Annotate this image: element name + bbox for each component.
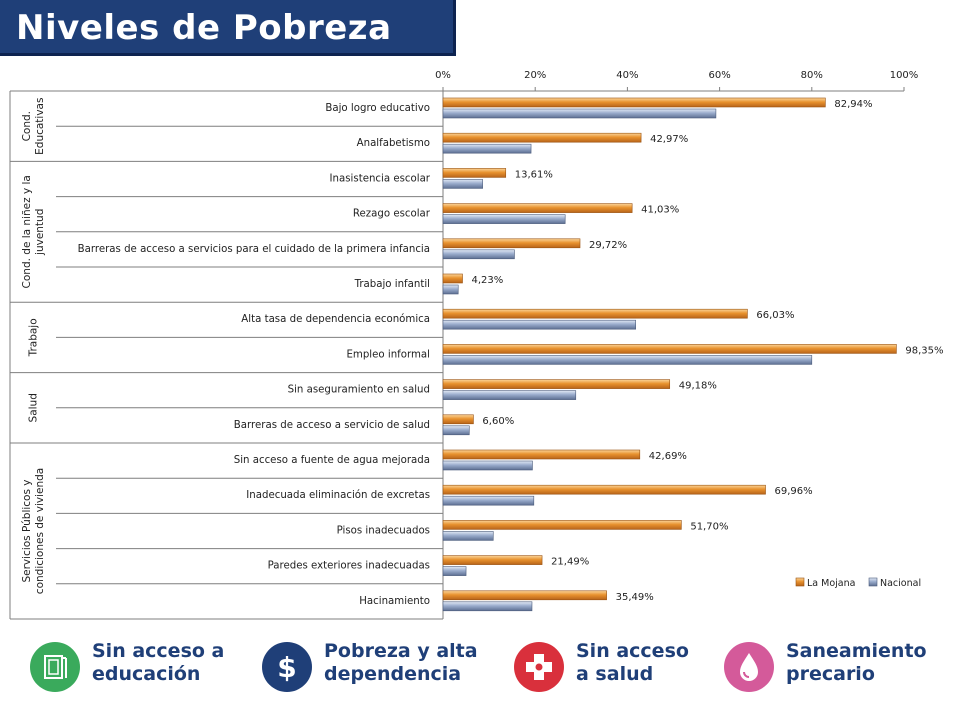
bar-nacional [442,319,636,330]
category-label: Barreras de acceso a servicio de salud [234,420,430,431]
data-label: 21,49% [551,557,589,568]
x-tick-label: 80% [801,70,823,81]
category-label: Trabajo infantil [354,279,430,290]
title-banner: Niveles de Pobreza [0,0,456,56]
footer-label-poverty: Pobreza y alta dependencia [324,640,478,685]
category-label: Inadecuada eliminación de excretas [246,489,430,501]
book-icon [30,642,80,692]
data-label: 82,94% [834,99,872,110]
svg-text:$: $ [277,651,296,684]
bar-nacional [442,355,813,365]
footer-label-sanitation: Saneamiento precario [786,640,927,685]
data-label: 98,35% [905,345,943,356]
data-label: 49,18% [679,381,717,392]
legend-label-la-mojana: La Mojana [807,578,855,589]
bar-nacional [442,425,470,436]
category-label: Rezago escolar [353,209,431,220]
category-label: Sin acceso a fuente de agua mejorada [234,455,430,466]
bar-la-mojana [442,414,474,425]
data-label: 41,03% [641,205,679,216]
bar-la-mojana [442,520,682,530]
bar-nacional [442,214,566,224]
poverty-bar-chart: 0% 20% 40% 60% 80% 100% Cond.Educativas Cond. d… [9,70,944,620]
dollar-icon: $ [262,642,312,692]
data-label: 51,70% [690,521,728,532]
footer-health: Sin acceso a salud [514,640,714,700]
bar-la-mojana [442,308,748,319]
data-label: 42,97% [650,134,688,145]
health-cross-icon [514,642,564,692]
bar-la-mojana [442,484,766,495]
bar-nacional [442,495,535,506]
footer-education: Sin acceso a educación [30,640,240,700]
footer-sanitation: Saneamiento precario [724,640,954,700]
bar-nacional [442,566,467,576]
x-tick-label: 100% [890,70,919,81]
bar-la-mojana [442,238,581,249]
bar-nacional [442,460,533,471]
category-label: Bajo logro educativo [325,103,430,114]
category-label: Inasistencia escolar [330,173,431,184]
footer-poverty: $ Pobreza y alta dependencia [262,640,492,700]
data-label: 6,60% [482,416,514,427]
group-label: Cond. de la niñez y lajuventud [21,175,46,288]
category-label: Analfabetismo [357,138,430,149]
bar-nacional [442,531,494,541]
x-tick-label: 0% [435,70,451,81]
bar-nacional [442,143,532,154]
bar-nacional [442,601,533,612]
category-label: Hacinamiento [359,596,430,607]
bar-nacional [442,179,483,189]
legend-swatch-nacional [868,577,878,587]
data-label: 35,49% [616,592,654,603]
group-label: Trabajo [28,318,40,357]
data-label: 66,03% [756,310,794,321]
category-label: Paredes exteriores inadecuadas [268,561,430,572]
bar-nacional [442,108,717,119]
bar-la-mojana [442,449,641,460]
bar-la-mojana [442,273,463,284]
category-label: Alta tasa de dependencia económica [241,313,430,325]
x-tick-label: 40% [616,70,638,81]
group-label: Salud [28,393,40,422]
x-tick-label: 20% [524,70,546,81]
bar-la-mojana [442,97,826,108]
bar-la-mojana [442,379,671,389]
water-drop-icon [724,642,774,692]
bar-nacional [442,284,459,295]
group-label: Cond.Educativas [21,98,46,155]
bar-la-mojana [442,555,543,565]
data-label: 69,96% [775,486,813,497]
footer-label-health: Sin acceso a salud [576,640,689,685]
bar-la-mojana [442,203,633,213]
data-label: 42,69% [649,451,687,462]
category-label: Sin aseguramiento en salud [288,385,430,396]
x-tick-label: 60% [708,70,730,81]
page-title: Niveles de Pobreza [16,8,392,48]
bar-nacional [442,390,577,400]
group-label: Servicios Públicos ycondiciones de vivie… [21,468,46,594]
bar-la-mojana [442,344,897,354]
category-label: Pisos inadecuados [337,525,430,536]
legend-label-nacional: Nacional [880,578,921,589]
bar-nacional [442,249,515,260]
data-label: 13,61% [515,169,553,180]
bar-la-mojana [442,590,607,601]
category-label: Barreras de acceso a servicios para el c… [78,244,430,255]
bar-la-mojana [442,132,642,143]
data-label: 29,72% [589,240,627,251]
category-label: Empleo informal [346,349,430,360]
footer-label-education: Sin acceso a educación [92,640,225,685]
bar-la-mojana [442,168,507,178]
legend-swatch-la-mojana [795,577,805,587]
data-label: 4,23% [472,275,504,286]
